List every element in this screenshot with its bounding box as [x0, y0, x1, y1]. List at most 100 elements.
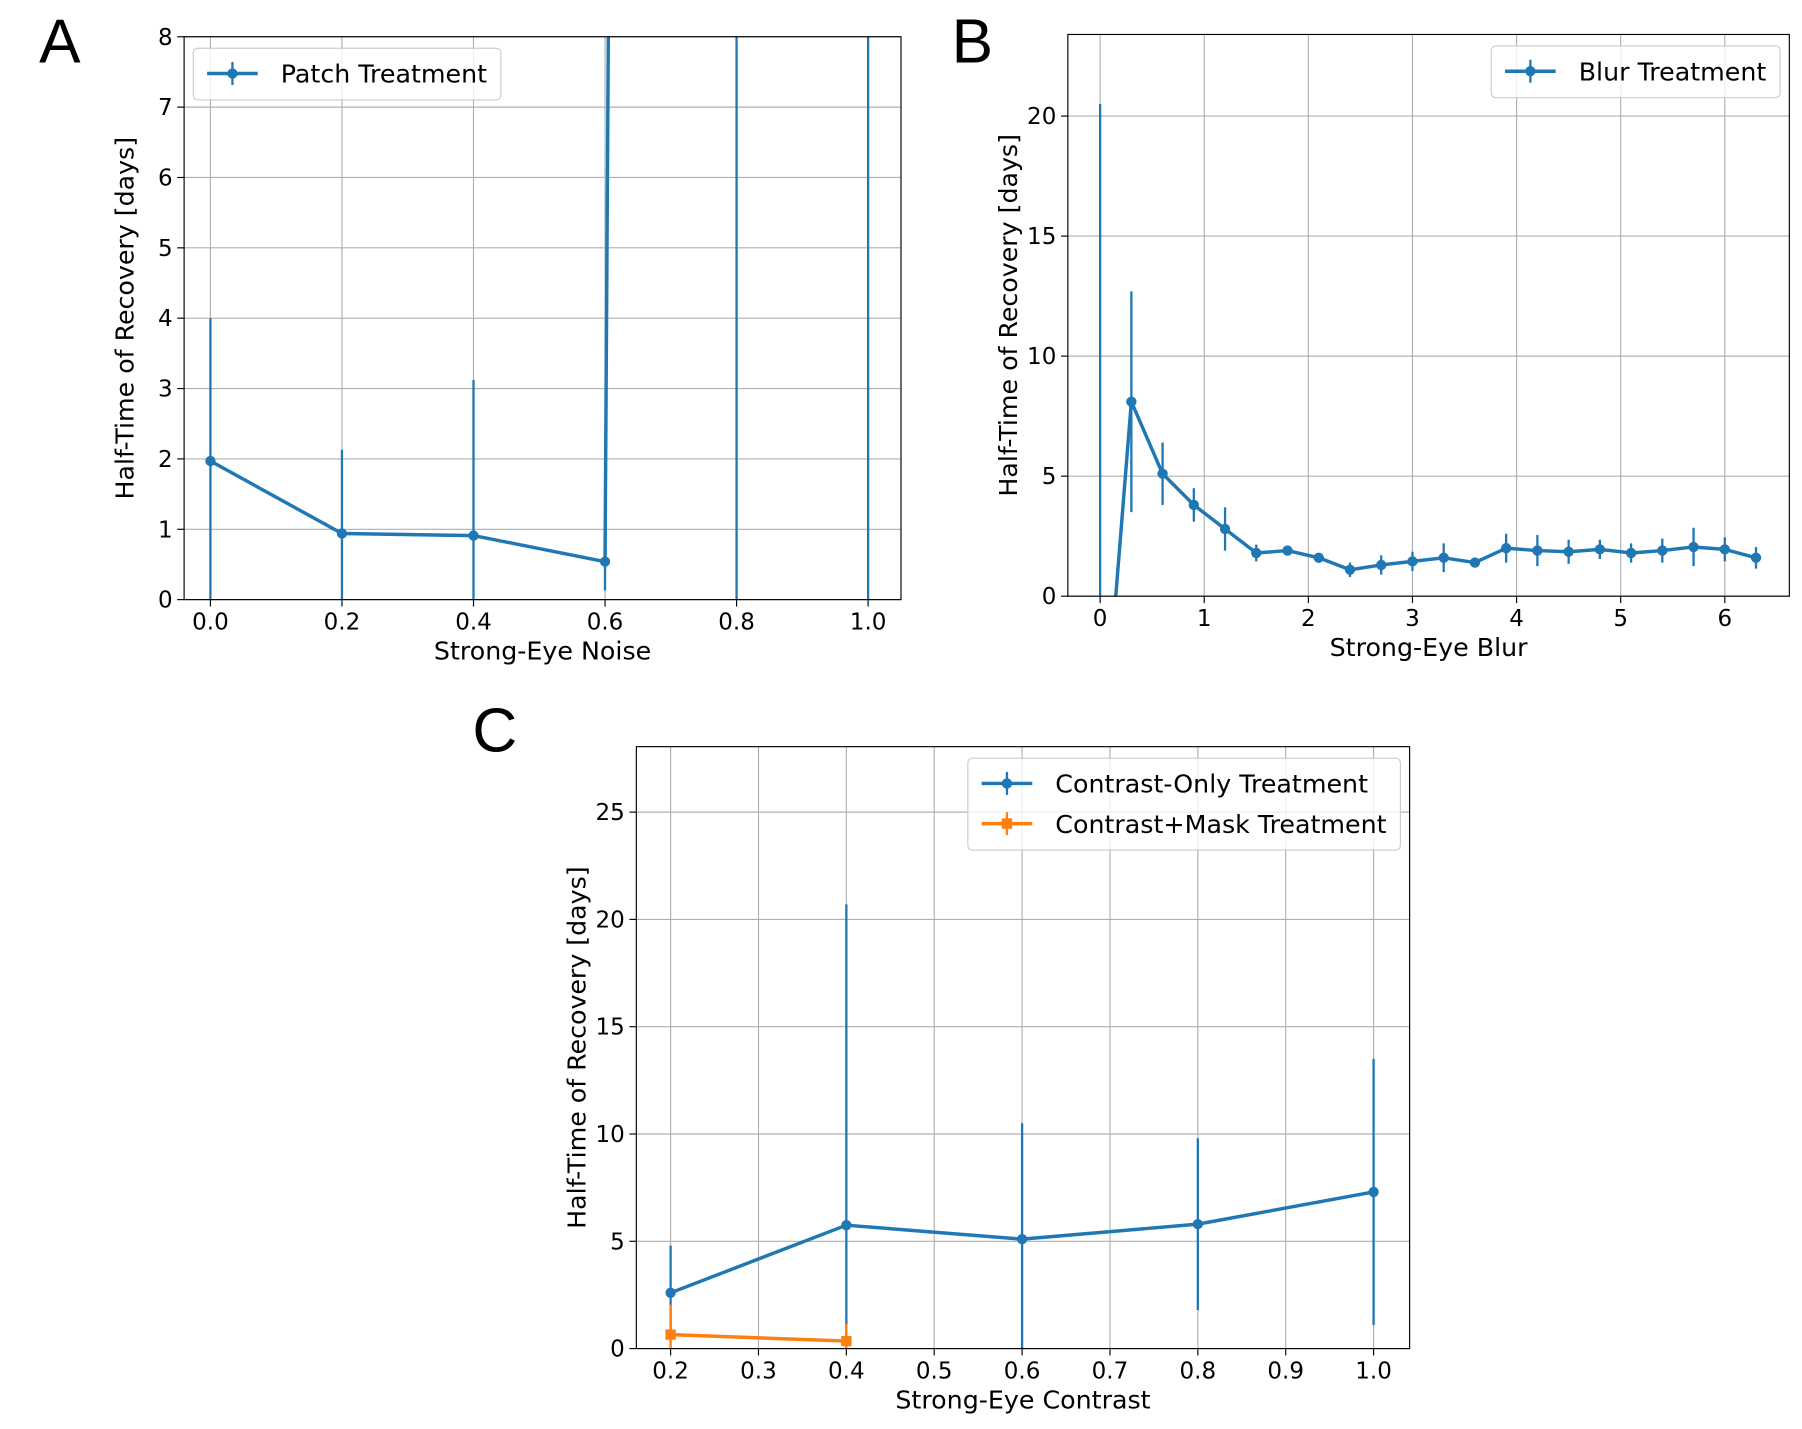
x-tick-label: 0.5 — [916, 1358, 953, 1384]
y-tick-label: 2 — [158, 447, 173, 473]
marker — [336, 528, 348, 539]
x-tick-label: 5 — [1613, 606, 1628, 632]
x-tick-label: 0 — [1093, 606, 1108, 632]
x-tick-label: 0.8 — [718, 610, 755, 636]
y-tick-label: 25 — [596, 800, 625, 826]
legend-box — [192, 47, 502, 101]
x-axis-label: Strong-Eye Blur — [1330, 633, 1529, 662]
axes-frame — [183, 36, 902, 601]
legend-box — [967, 757, 1401, 851]
y-tick-label: 15 — [1027, 224, 1056, 250]
y-tick-label: 7 — [158, 95, 173, 121]
marker — [1016, 1233, 1028, 1245]
plot-area — [1098, 104, 1762, 597]
series-line — [209, 36, 611, 564]
y-tick-label: 0 — [610, 1337, 625, 1363]
x-tick-label: 6 — [1717, 606, 1732, 632]
panel-label: B — [952, 7, 993, 76]
marker — [665, 1329, 676, 1340]
x-tick-label: 3 — [1405, 606, 1420, 632]
y-axis-label: Half-Time of Recovery [days] — [994, 134, 1023, 496]
x-tick-label: 0.4 — [455, 610, 492, 636]
marker — [665, 1287, 676, 1298]
y-tick-label: 20 — [1027, 104, 1056, 130]
x-tick-label: 0.0 — [192, 610, 229, 636]
panel-label: A — [39, 7, 81, 76]
marker — [1313, 552, 1324, 563]
x-tick-label: 1.0 — [850, 610, 887, 636]
marker — [1157, 468, 1168, 479]
marker — [1500, 543, 1512, 554]
x-tick-label: 2 — [1301, 606, 1316, 632]
chart: C 0.2 0.3 0.4 0.5 0.6 0.7 0.8 0.9 1.0 0 5 10 15 20 25 St… — [472, 697, 1411, 1414]
y-tick-label: 1 — [158, 517, 173, 543]
legend-box — [1490, 45, 1781, 99]
marker — [1376, 559, 1387, 571]
marker — [1438, 552, 1449, 563]
axes-frame — [635, 746, 1411, 1350]
x-tick-label: 0.8 — [1180, 1358, 1217, 1384]
marker — [1625, 547, 1637, 559]
x-tick-label: 0.9 — [1267, 1358, 1304, 1384]
marker — [1251, 547, 1262, 559]
marker — [1688, 541, 1699, 553]
x-tick-label: 1 — [1197, 606, 1212, 632]
marker — [468, 530, 479, 541]
y-tick-label: 5 — [610, 1229, 625, 1255]
marker — [1282, 545, 1293, 556]
y-tick-label: 4 — [158, 306, 173, 332]
legend: Patch Treatment — [192, 47, 502, 101]
marker — [1407, 556, 1418, 567]
marker — [1532, 545, 1543, 556]
legend-label: Blur Treatment — [1579, 57, 1767, 86]
marker — [841, 1335, 852, 1347]
x-axis-label: Strong-Eye Noise — [434, 636, 651, 665]
marker — [1750, 552, 1762, 563]
y-tick-label: 15 — [596, 1015, 625, 1041]
x-tick-label: 0.2 — [324, 610, 361, 636]
marker — [1368, 1186, 1379, 1198]
marker — [1344, 564, 1356, 575]
plot-area — [205, 36, 870, 600]
y-tick-label: 0 — [158, 588, 173, 614]
marker — [1219, 523, 1231, 535]
x-tick-label: 0.6 — [587, 610, 624, 636]
y-axis-label: Half-Time of Recovery [days] — [110, 137, 139, 499]
y-tick-label: 0 — [1042, 584, 1057, 610]
marker — [599, 556, 611, 567]
y-tick-label: 5 — [1042, 464, 1057, 490]
y-tick-label: 10 — [596, 1122, 625, 1148]
marker — [1188, 499, 1200, 511]
marker — [1469, 557, 1481, 568]
legend: Blur Treatment — [1490, 45, 1781, 99]
marker — [1719, 544, 1730, 555]
x-tick-label: 0.2 — [652, 1358, 689, 1384]
legend-label: Patch Treatment — [281, 60, 487, 89]
chart: B 0 1 2 3 4 5 6 0 5 10 15 20 Strong-Eye Blur Half-Time… — [952, 7, 1790, 662]
marker — [1126, 396, 1137, 407]
legend-marker — [1525, 66, 1536, 77]
legend: Contrast-Only Treatment Contrast+Mask Tre… — [967, 757, 1401, 851]
marker — [1594, 544, 1606, 555]
x-tick-label: 0.4 — [828, 1358, 865, 1384]
y-axis-label: Half-Time of Recovery [days] — [563, 866, 592, 1228]
y-tick-label: 20 — [596, 907, 625, 933]
x-tick-label: 0.3 — [740, 1358, 777, 1384]
legend-marker — [1001, 818, 1013, 829]
marker — [841, 1220, 852, 1231]
legend-label: Contrast-Only Treatment — [1055, 770, 1368, 799]
y-tick-label: 5 — [158, 236, 173, 262]
marker — [1192, 1218, 1204, 1230]
x-tick-label: 1.0 — [1355, 1358, 1392, 1384]
y-tick-label: 10 — [1027, 344, 1056, 370]
y-tick-label: 8 — [158, 25, 173, 51]
plot-area — [665, 904, 1379, 1349]
legend-marker — [227, 68, 238, 79]
legend-marker — [1001, 778, 1013, 789]
x-axis-label: Strong-Eye Contrast — [895, 1385, 1150, 1414]
x-tick-label: 0.7 — [1092, 1358, 1129, 1384]
marker — [1657, 545, 1668, 556]
series-line — [1114, 400, 1757, 597]
